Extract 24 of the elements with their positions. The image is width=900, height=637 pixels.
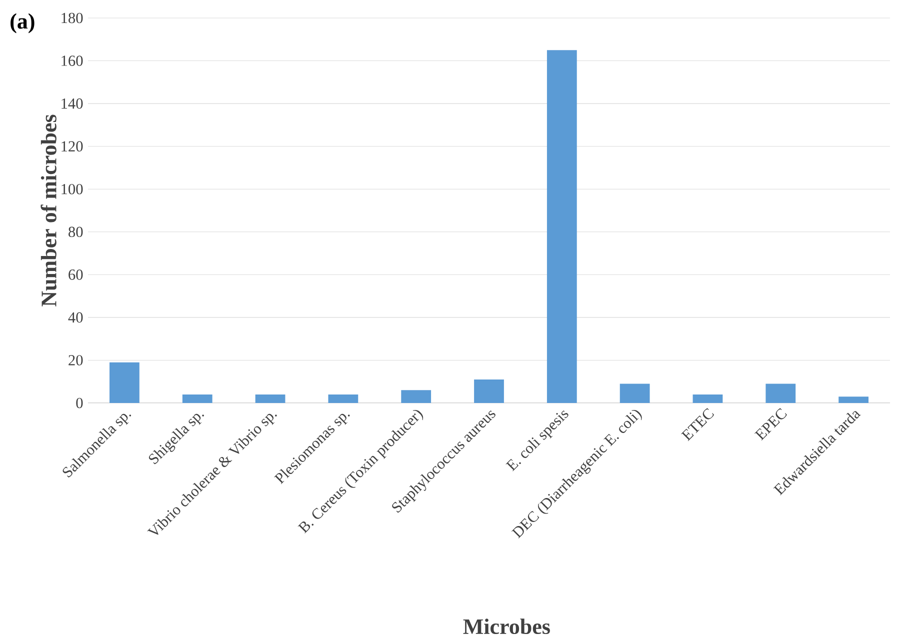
y-tick-label: 140 [62,98,83,109]
bar [620,384,650,403]
y-tick-label: 40 [68,312,83,323]
y-tick-label: 160 [62,56,83,66]
y-tick-label: 120 [62,141,83,152]
bar [182,394,212,403]
bar [474,379,504,403]
bar [255,394,286,403]
chart-title: (a) [10,13,34,34]
y-tick-label: 100 [62,184,83,194]
bar [838,396,868,403]
y-axis-title: Number of microbes [40,114,56,306]
bar [766,384,796,403]
x-axis-title: Microbes [463,618,550,634]
y-tick-label: 60 [68,270,83,280]
y-tick-label: 180 [62,12,83,24]
y-tick-label: 0 [76,398,83,408]
y-tick-label: 20 [68,355,83,366]
bar [692,394,723,403]
bar [546,50,577,403]
bar [110,362,140,403]
bar [401,390,432,403]
bar [328,394,358,403]
y-tick-label: 80 [68,226,83,238]
